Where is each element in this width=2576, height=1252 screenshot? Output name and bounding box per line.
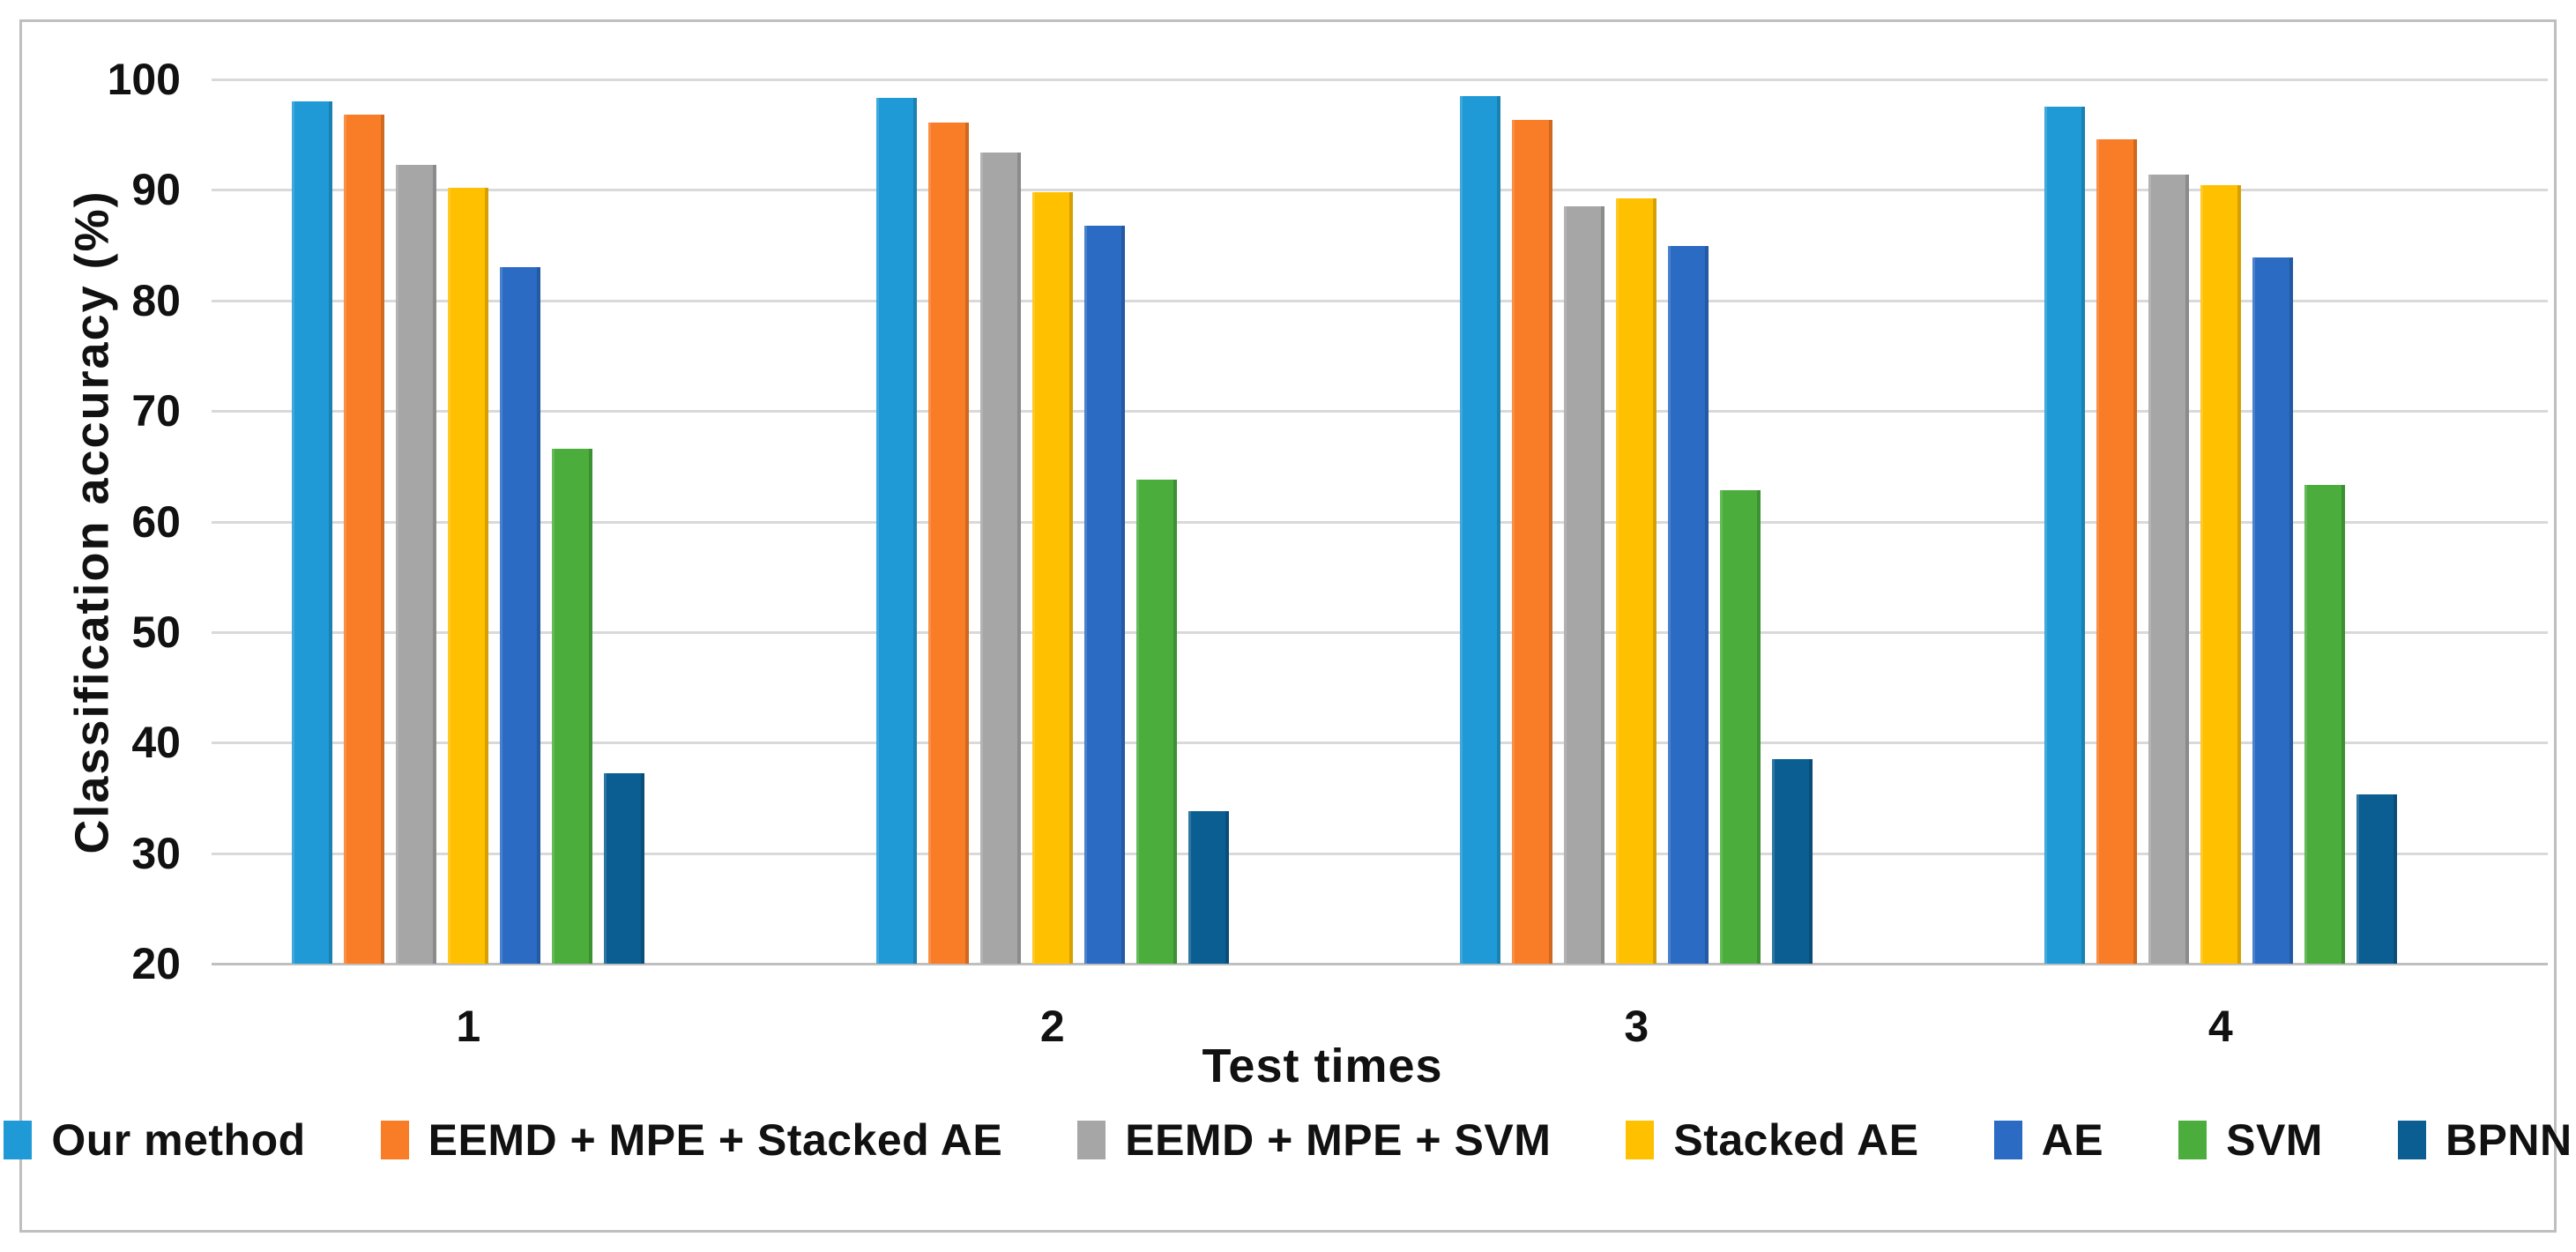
bar-bpnn-test-2: [1187, 810, 1229, 964]
gridline-50: [212, 630, 2548, 634]
bar-eemd-mpe-svm-test-4: [2148, 174, 2189, 964]
y-axis-tick-labels: 100 90 80 70 60 50 40 30 20: [53, 55, 181, 988]
y-tick-label-100: 100: [107, 55, 181, 104]
bar-group-4: [2044, 79, 2397, 964]
legend-item-svm: SVM: [2178, 1114, 2323, 1166]
bar-our-method-test-4: [2044, 107, 2085, 964]
bar-eemd-mpe-stacked-ae-test-1: [344, 115, 385, 964]
legend-item-bpnn: BPNN: [2397, 1114, 2572, 1166]
y-tick-label-40: 40: [131, 718, 181, 768]
bar-stacked-ae-test-4: [2200, 185, 2241, 964]
y-tick-label-90: 90: [131, 165, 181, 215]
gridline-30: [212, 852, 2548, 855]
gridline-80: [212, 299, 2548, 302]
legend-item-our-method: Our method: [4, 1114, 305, 1166]
x-category-label-3: 3: [1624, 1002, 1649, 1051]
y-tick-label-70: 70: [131, 386, 181, 436]
x-category-label-4: 4: [2207, 1002, 2233, 1051]
bar-svm-test-3: [1720, 490, 1761, 964]
y-tick-label-60: 60: [131, 496, 181, 547]
y-tick-label-80: 80: [131, 275, 181, 325]
legend-swatch-ae: [1993, 1121, 2022, 1159]
bar-group-1: [292, 79, 645, 964]
y-tick-label-50: 50: [131, 607, 181, 657]
y-tick-label-30: 30: [131, 828, 181, 878]
bar-svm-test-4: [2304, 485, 2345, 964]
bar-bpnn-test-3: [1772, 759, 1813, 964]
bar-eemd-mpe-svm-test-3: [1564, 206, 1605, 964]
legend-swatch-our-method: [4, 1121, 33, 1159]
legend-item-eemd-mpe-svm: EEMD + MPE + SVM: [1077, 1114, 1551, 1166]
gridline-20: [212, 963, 2548, 965]
gridline-40: [212, 742, 2548, 745]
legend-item-ae: AE: [1993, 1114, 2104, 1166]
legend-swatch-bpnn: [2397, 1121, 2426, 1159]
bar-bpnn-test-4: [2356, 794, 2397, 964]
x-category-label-1: 1: [456, 1002, 481, 1051]
bar-stacked-ae-test-3: [1616, 198, 1657, 964]
bar-bpnn-test-1: [604, 773, 645, 964]
bar-svm-test-2: [1135, 479, 1177, 964]
plot-area: 1 2 3 4: [212, 78, 2548, 1051]
bar-group-2: [875, 79, 1229, 964]
bar-stacked-ae-test-1: [448, 187, 489, 964]
x-axis-title: Test times: [1202, 1040, 1443, 1092]
legend-item-stacked-ae: Stacked AE: [1626, 1114, 1918, 1166]
legend-label-eemd-mpe-stacked-ae: EEMD + MPE + Stacked AE: [428, 1115, 1003, 1165]
bar-group-3: [1460, 79, 1813, 964]
bar-svm-test-1: [552, 448, 593, 964]
gridline-60: [212, 520, 2548, 524]
legend-swatch-svm: [2178, 1121, 2207, 1159]
bar-eemd-mpe-svm-test-2: [979, 152, 1021, 964]
bar-eemd-mpe-stacked-ae-test-4: [2096, 138, 2137, 964]
legend-label-our-method: Our method: [51, 1115, 306, 1165]
bar-our-method-test-2: [875, 98, 917, 964]
gridline-90: [212, 189, 2548, 192]
bar-our-method-test-1: [292, 101, 333, 964]
bar-eemd-mpe-stacked-ae-test-2: [927, 122, 969, 964]
gridline-100: [212, 78, 2548, 81]
legend-label-ae: AE: [2041, 1115, 2104, 1165]
legend-label-svm: SVM: [2226, 1115, 2323, 1165]
legend-label-stacked-ae: Stacked AE: [1673, 1115, 1919, 1165]
bar-ae-test-4: [2252, 257, 2293, 964]
x-category-label-2: 2: [1039, 1002, 1065, 1051]
legend-label-bpnn: BPNN: [2445, 1115, 2572, 1165]
legend-label-eemd-mpe-svm: EEMD + MPE + SVM: [1125, 1115, 1552, 1165]
bar-ae-test-3: [1668, 246, 1709, 964]
gridline-70: [212, 410, 2548, 414]
bar-our-method-test-3: [1460, 95, 1501, 964]
bar-stacked-ae-test-2: [1031, 191, 1073, 964]
bar-ae-test-2: [1083, 225, 1125, 964]
legend: Our method EEMD + MPE + Stacked AE EEMD + …: [0, 1114, 2576, 1166]
bar-eemd-mpe-stacked-ae-test-3: [1512, 120, 1553, 964]
legend-swatch-eemd-mpe-stacked-ae: [380, 1121, 409, 1159]
legend-item-eemd-mpe-stacked-ae: EEMD + MPE + Stacked AE: [380, 1114, 1003, 1166]
bar-ae-test-1: [500, 267, 541, 964]
bar-eemd-mpe-svm-test-1: [396, 164, 437, 964]
legend-swatch-eemd-mpe-svm: [1077, 1121, 1106, 1159]
y-tick-label-20: 20: [131, 939, 181, 988]
legend-swatch-stacked-ae: [1626, 1121, 1655, 1159]
